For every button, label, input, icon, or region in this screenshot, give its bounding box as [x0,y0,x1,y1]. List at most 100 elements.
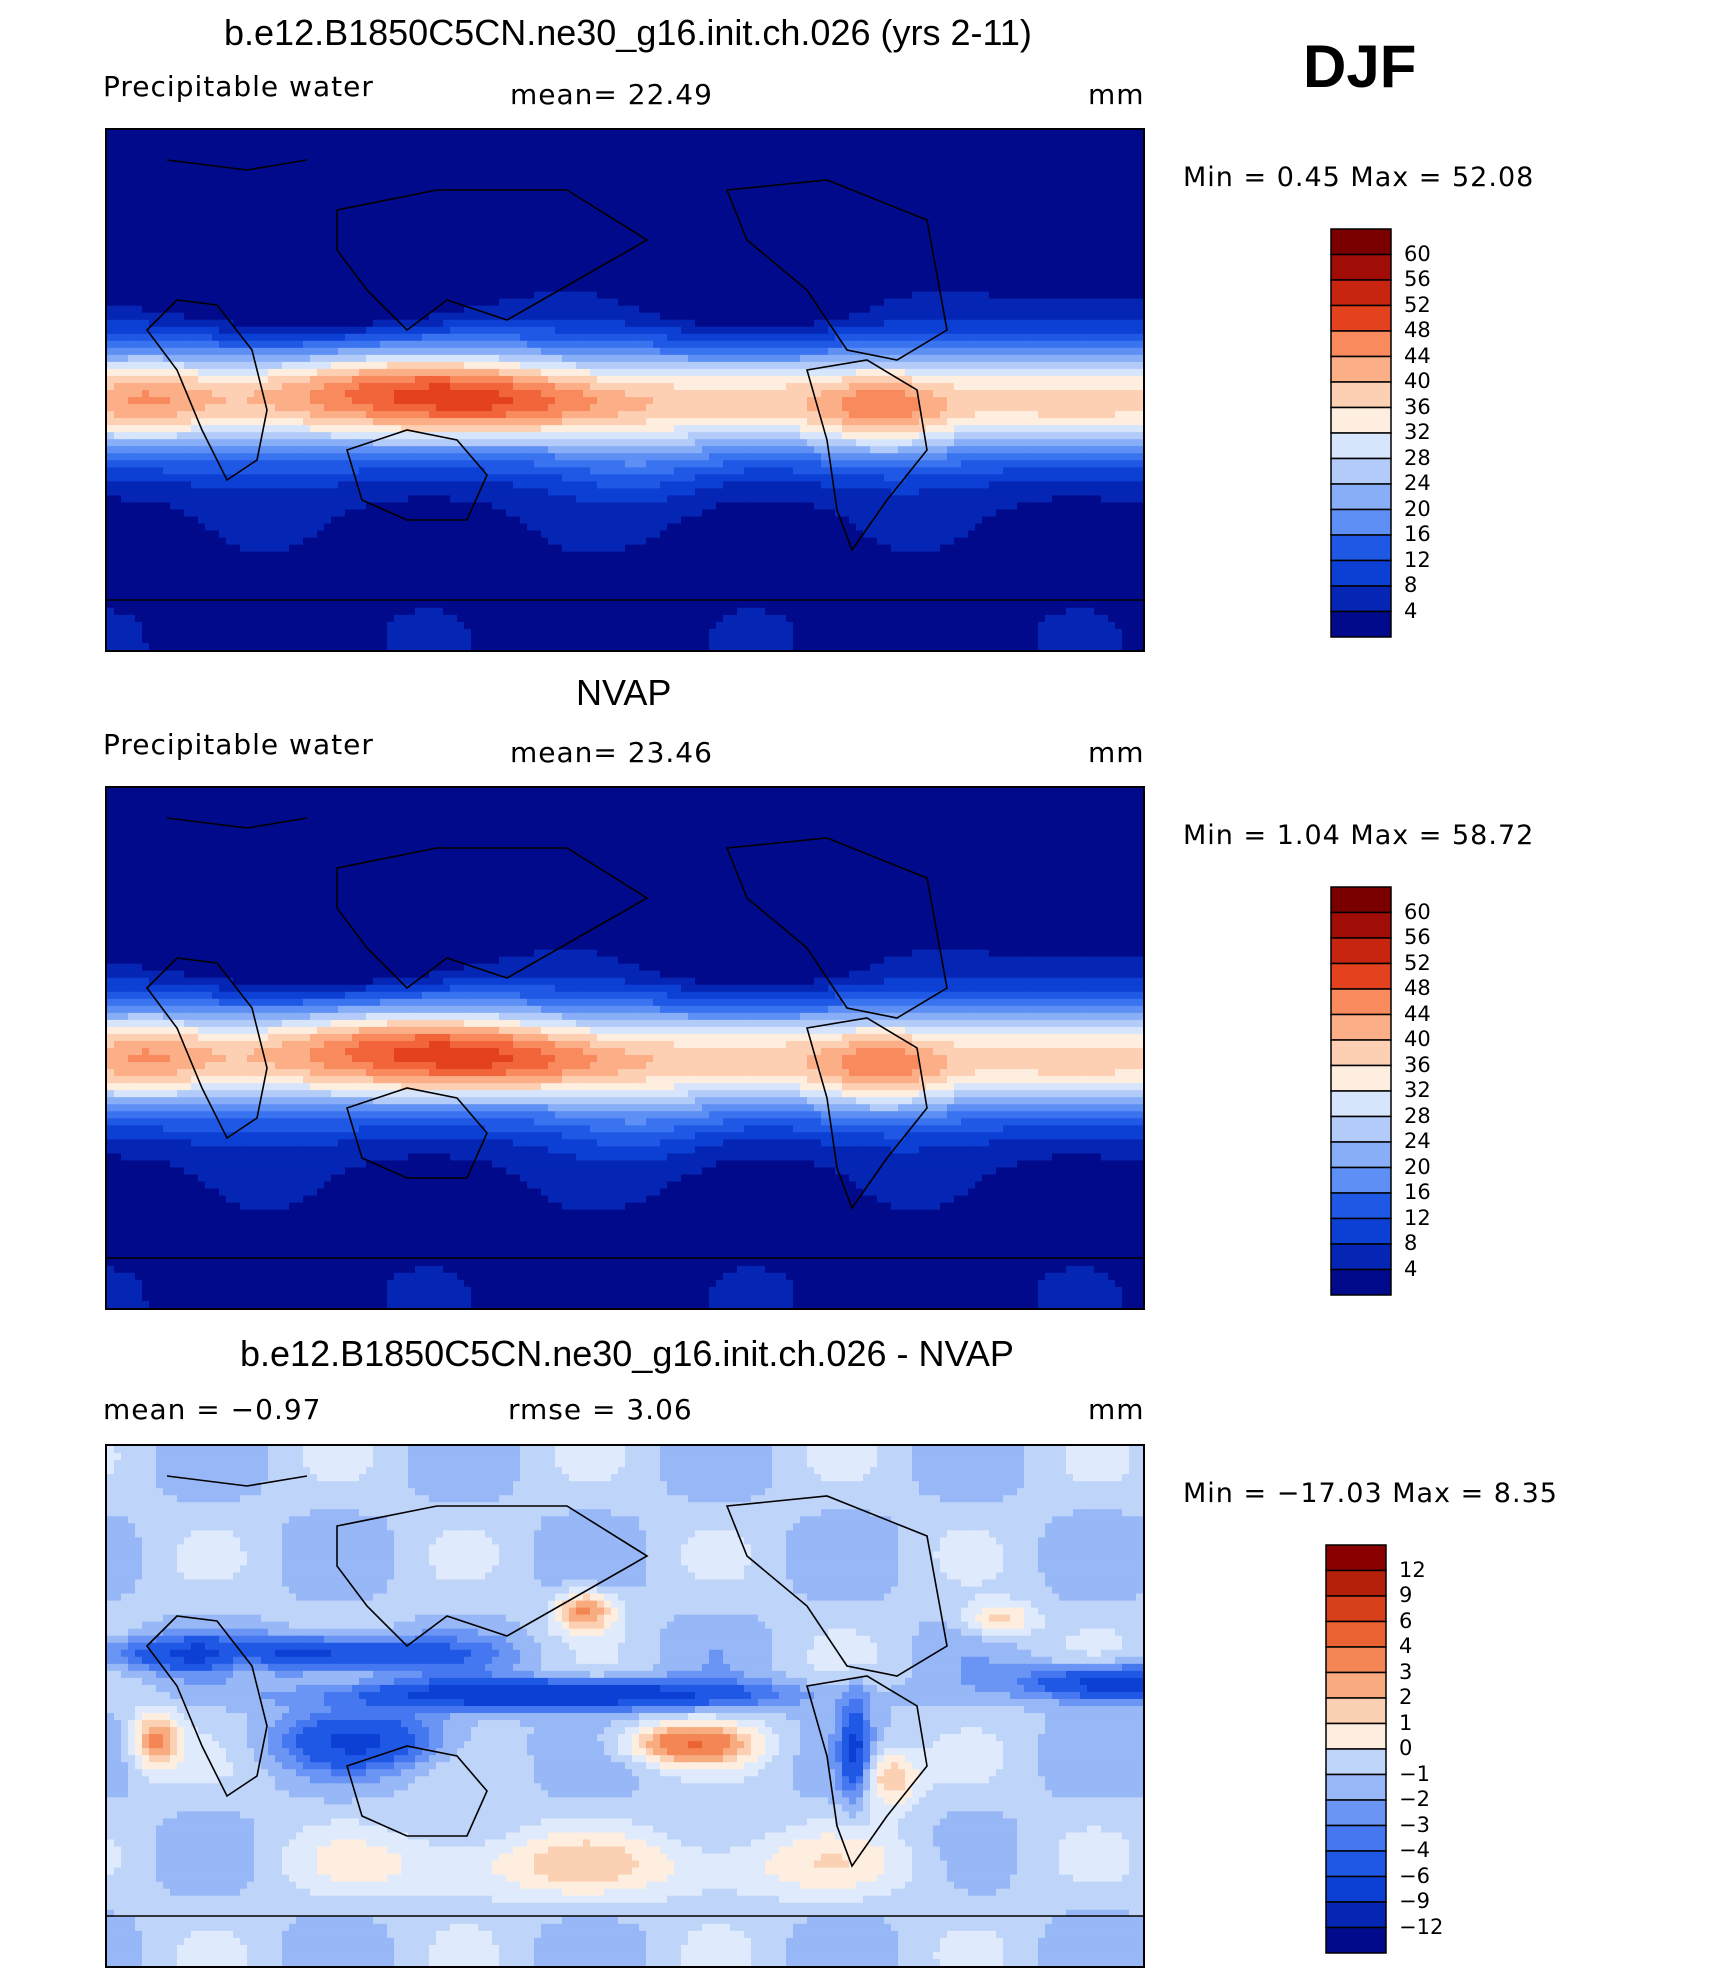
contour-cell [751,193,759,201]
contour-cell [632,158,640,166]
contour-cell [688,172,696,180]
contour-cell [604,228,612,237]
contour-cell [569,214,577,222]
contour-cell [310,270,318,279]
contour-cell [149,270,157,279]
contour-cell [625,277,633,286]
contour-cell [534,207,542,215]
contour-cell [275,165,283,173]
contour-cell [373,172,381,180]
contour-cell [457,214,465,222]
contour-cell [681,263,689,272]
contour-cell [198,354,206,363]
contour-cell [352,151,360,159]
contour-cell [1010,193,1018,201]
contour-cell [429,312,437,321]
contour-cell [121,130,129,138]
contour-cell [793,326,801,335]
contour-cell [751,284,759,293]
contour-cell [807,193,815,201]
contour-cell [247,326,255,335]
contour-cell [730,284,738,293]
contour-cell [898,130,906,138]
contour-cell [464,242,472,251]
contour-cell [492,130,500,138]
contour-cell [905,298,913,307]
contour-cell [1003,249,1011,258]
contour-cell [450,312,458,321]
contour-cell [1038,144,1046,152]
contour-cell [198,200,206,208]
contour-cell [464,130,472,138]
contour-cell [576,305,584,314]
contour-cell [107,172,115,180]
contour-cell [947,340,955,349]
contour-cell [408,319,416,328]
contour-cell [1101,340,1109,349]
contour-cell [625,354,633,363]
contour-cell [828,263,836,272]
contour-cell [1129,242,1137,251]
contour-cell [1066,298,1074,307]
contour-cell [611,277,619,286]
contour-cell [779,144,787,152]
contour-cell [128,291,136,300]
contour-cell [205,305,213,314]
contour-cell [212,207,220,215]
contour-cell [653,256,661,265]
contour-cell [968,193,976,201]
contour-cell [737,249,745,258]
contour-cell [821,186,829,194]
contour-cell [954,165,962,173]
contour-cell [205,172,213,180]
contour-cell [450,361,458,370]
contour-cell [268,144,276,152]
contour-cell [674,340,682,349]
contour-cell [758,291,766,300]
contour-cell [478,277,486,286]
contour-cell [681,137,689,145]
contour-cell [751,235,759,244]
contour-cell [660,354,668,363]
contour-cell [968,354,976,363]
contour-cell [723,221,731,229]
contour-cell [765,256,773,265]
contour-cell [1045,263,1053,272]
contour-cell [576,130,584,138]
contour-cell [380,333,388,342]
contour-cell [807,130,815,138]
contour-cell [674,305,682,314]
contour-cell [499,214,507,222]
contour-cell [163,179,171,187]
contour-cell [849,172,857,180]
contour-cell [401,326,409,335]
contour-cell [667,130,675,138]
contour-cell [254,284,262,293]
contour-cell [142,263,150,272]
contour-cell [282,228,290,237]
contour-cell [814,165,822,173]
contour-cell [611,137,619,145]
contour-cell [765,270,773,279]
contour-cell [513,361,521,370]
contour-cell [457,249,465,258]
contour-cell [618,298,626,307]
contour-cell [261,158,269,166]
contour-cell [765,228,773,237]
contour-cell [254,221,262,229]
contour-cell [254,144,262,152]
contour-cell [884,305,892,314]
contour-cell [1010,298,1018,307]
contour-cell [464,137,472,145]
contour-cell [401,270,409,279]
contour-cell [1003,228,1011,237]
contour-cell [436,172,444,180]
contour-cell [135,347,143,356]
contour-cell [373,354,381,363]
contour-cell [639,235,647,244]
contour-cell [590,207,598,215]
contour-cell [527,284,535,293]
contour-cell [233,305,241,314]
contour-cell [1003,347,1011,356]
contour-cell [975,221,983,229]
